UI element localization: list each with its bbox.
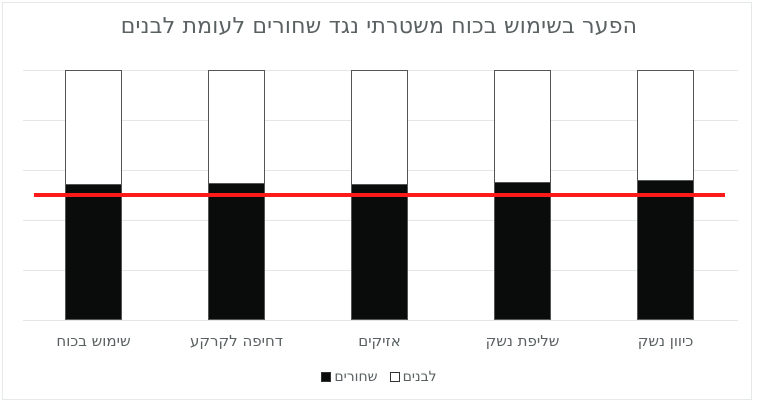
- x-axis-label: דחיפה לקרקע: [190, 332, 283, 350]
- bar-segment-black: [65, 183, 122, 320]
- gridline: [23, 320, 738, 321]
- chart-title: הפער בשימוש בכוח משטרתי נגד שחורים לעומת…: [120, 14, 638, 39]
- x-axis-label: שימוש בכוח: [56, 332, 131, 350]
- bar-stack: [351, 70, 408, 320]
- reference-line: [34, 193, 725, 197]
- bar-segment-black: [208, 182, 265, 320]
- bar-stack: [208, 70, 265, 320]
- legend-swatch-white-icon: [389, 372, 400, 382]
- bar-segment-white: [637, 70, 694, 181]
- legend-item-white: לבנים: [389, 369, 437, 385]
- bar-stack: [494, 70, 551, 320]
- bar-segment-white: [208, 70, 265, 184]
- bar-segment-white: [351, 70, 408, 185]
- x-axis-label: כיוון נשק: [637, 332, 694, 350]
- bar-stack: [65, 70, 122, 320]
- bar-segment-black: [494, 182, 551, 320]
- legend-label-black: שחורים: [334, 369, 378, 385]
- legend-swatch-black-icon: [321, 372, 332, 382]
- bar-segment-white: [65, 70, 122, 185]
- bar-segment-black: [637, 180, 694, 320]
- legend-label-white: לבנים: [402, 369, 437, 385]
- bar-stack: [637, 70, 694, 320]
- legend: לבנים שחורים: [0, 369, 758, 385]
- x-axis-label: אזיקים: [358, 332, 401, 350]
- bar-segment-black: [351, 183, 408, 320]
- bar-segment-white: [494, 70, 551, 183]
- x-axis-label: שליפת נשק: [485, 332, 560, 350]
- legend-item-black: שחורים: [321, 369, 378, 385]
